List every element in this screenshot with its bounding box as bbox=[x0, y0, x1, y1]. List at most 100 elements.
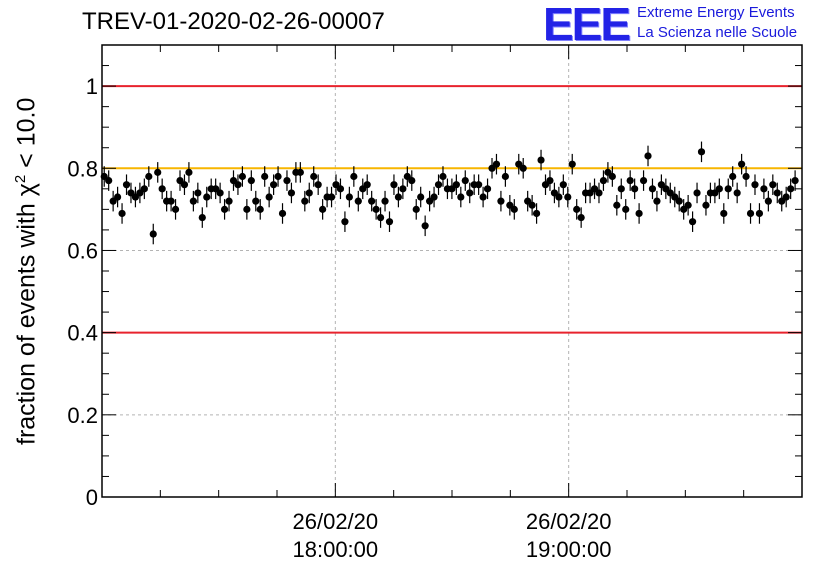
y-axis-label-sup: 2 bbox=[12, 174, 29, 183]
plot-background bbox=[102, 45, 802, 497]
y-tick-label: 0.4 bbox=[67, 321, 98, 346]
data-point bbox=[252, 197, 260, 205]
data-point bbox=[675, 197, 683, 205]
data-point bbox=[372, 205, 380, 213]
y-tick-label: 0.2 bbox=[67, 403, 98, 428]
data-point bbox=[639, 177, 648, 185]
data-point bbox=[626, 177, 634, 185]
data-point bbox=[296, 168, 304, 176]
data-point bbox=[729, 172, 737, 181]
data-point bbox=[546, 177, 554, 185]
data-point bbox=[461, 177, 469, 185]
data-point bbox=[122, 181, 131, 189]
data-point bbox=[430, 193, 438, 201]
data-point bbox=[519, 164, 527, 172]
data-point bbox=[613, 201, 621, 209]
data-point bbox=[105, 177, 113, 185]
data-point bbox=[510, 205, 518, 213]
data-point bbox=[270, 181, 278, 189]
data-point bbox=[278, 209, 287, 218]
data-point bbox=[283, 177, 291, 185]
data-point bbox=[684, 201, 692, 209]
axis-ticks bbox=[101, 44, 803, 498]
data-point bbox=[608, 172, 616, 181]
data-point bbox=[492, 160, 501, 168]
data-point bbox=[394, 193, 403, 201]
data-point bbox=[287, 189, 296, 197]
data-point bbox=[479, 193, 487, 201]
data-point bbox=[376, 213, 385, 222]
data-point bbox=[644, 152, 652, 160]
data-points bbox=[100, 141, 799, 245]
data-point bbox=[622, 205, 630, 213]
data-point bbox=[185, 168, 193, 176]
data-point bbox=[216, 189, 224, 197]
data-point bbox=[559, 181, 567, 189]
data-point bbox=[599, 177, 608, 185]
data-point bbox=[345, 193, 353, 201]
data-point bbox=[787, 185, 795, 193]
data-point bbox=[782, 193, 790, 201]
x-tick-label-date: 26/02/20 bbox=[293, 509, 379, 534]
data-point bbox=[145, 172, 153, 181]
data-point bbox=[421, 222, 429, 230]
data-point bbox=[327, 193, 336, 201]
data-point bbox=[301, 197, 309, 205]
data-point bbox=[452, 181, 460, 189]
data-point bbox=[702, 201, 710, 209]
data-point bbox=[399, 185, 407, 193]
data-point bbox=[149, 230, 157, 238]
data-point bbox=[194, 189, 202, 197]
data-point bbox=[417, 193, 425, 201]
data-point bbox=[697, 148, 706, 156]
data-point bbox=[720, 209, 728, 218]
data-point bbox=[791, 177, 799, 185]
y-axis-label-tail: < 10.0 bbox=[12, 97, 41, 175]
y-tick-label: 1 bbox=[86, 74, 98, 99]
data-point bbox=[225, 197, 233, 205]
y-axis-label: fraction of events with χ2 < 10.0 bbox=[12, 97, 41, 444]
data-point bbox=[501, 172, 509, 181]
data-point bbox=[118, 209, 126, 218]
data-point bbox=[733, 189, 741, 197]
data-point bbox=[595, 189, 603, 197]
y-axis-label-main: fraction of events with bbox=[12, 202, 41, 445]
data-point bbox=[412, 205, 420, 213]
data-point bbox=[773, 189, 781, 197]
data-point bbox=[336, 185, 345, 193]
data-point bbox=[390, 181, 398, 189]
data-point bbox=[274, 172, 282, 181]
data-point bbox=[341, 218, 349, 226]
data-point bbox=[319, 205, 327, 213]
data-point bbox=[434, 181, 443, 189]
data-point bbox=[631, 185, 639, 193]
data-point bbox=[564, 193, 572, 201]
data-point bbox=[688, 218, 697, 226]
data-point bbox=[363, 181, 371, 189]
data-point bbox=[466, 189, 474, 197]
data-point bbox=[577, 213, 585, 222]
data-point bbox=[715, 185, 723, 193]
data-point bbox=[555, 193, 563, 201]
chart-title: TREV-01-2020-02-26-00007 bbox=[82, 8, 385, 35]
data-point bbox=[158, 185, 166, 193]
data-point bbox=[261, 172, 269, 181]
data-point bbox=[653, 197, 661, 205]
data-point bbox=[238, 172, 247, 181]
data-point bbox=[568, 160, 576, 168]
data-point bbox=[457, 193, 465, 201]
data-point bbox=[746, 209, 755, 218]
data-point bbox=[755, 209, 764, 218]
data-point bbox=[234, 181, 242, 189]
data-point bbox=[189, 197, 197, 205]
data-point bbox=[528, 201, 536, 209]
data-point bbox=[439, 172, 447, 181]
data-point bbox=[648, 185, 657, 193]
data-point bbox=[742, 172, 750, 181]
data-point bbox=[573, 205, 581, 213]
data-point bbox=[764, 197, 772, 205]
data-point bbox=[368, 197, 376, 205]
y-tick-label: 0 bbox=[86, 485, 98, 510]
data-point bbox=[760, 185, 768, 193]
